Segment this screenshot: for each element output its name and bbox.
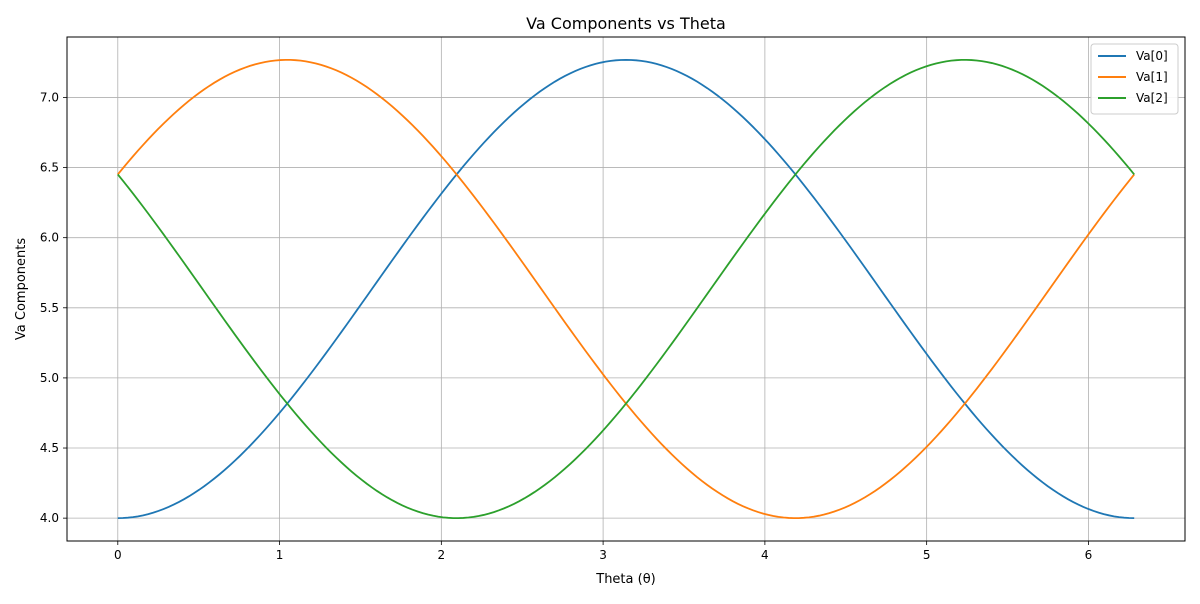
y-tick-label: 4.5 [40, 441, 59, 455]
x-tick-label: 6 [1085, 548, 1093, 562]
grid-lines [67, 37, 1185, 541]
chart-title: Va Components vs Theta [526, 14, 726, 33]
legend-label: Va[2] [1136, 91, 1168, 105]
x-tick-label: 5 [923, 548, 931, 562]
axes: 0 1 2 3 4 5 6 4.0 4.5 5.0 5.5 6.0 6.5 7.0 [40, 90, 1092, 562]
x-tick-label: 3 [599, 548, 607, 562]
series-line-2 [117, 58, 1135, 520]
x-tick-label: 4 [761, 548, 769, 562]
legend-label: Va[1] [1136, 70, 1168, 84]
y-axis-label: Va Components [14, 238, 29, 340]
y-tick-label: 6.5 [40, 161, 59, 175]
plot-area-frame [66, 36, 1186, 542]
y-tick-label: 7.0 [40, 90, 59, 104]
legend: Va[0] Va[1] Va[2] [1090, 43, 1179, 115]
y-tick-label: 4.0 [40, 511, 59, 525]
legend-label: Va[0] [1136, 49, 1168, 63]
y-tick-label: 5.0 [40, 371, 59, 385]
series-lines [117, 58, 1135, 520]
x-tick-label: 1 [276, 548, 284, 562]
x-tick-label: 0 [114, 548, 122, 562]
y-tick-label: 6.0 [40, 231, 59, 245]
x-axis-label: Theta (θ) [595, 572, 655, 587]
x-tick-label: 2 [438, 548, 446, 562]
y-tick-label: 5.5 [40, 301, 59, 315]
legend-box [1090, 43, 1179, 115]
